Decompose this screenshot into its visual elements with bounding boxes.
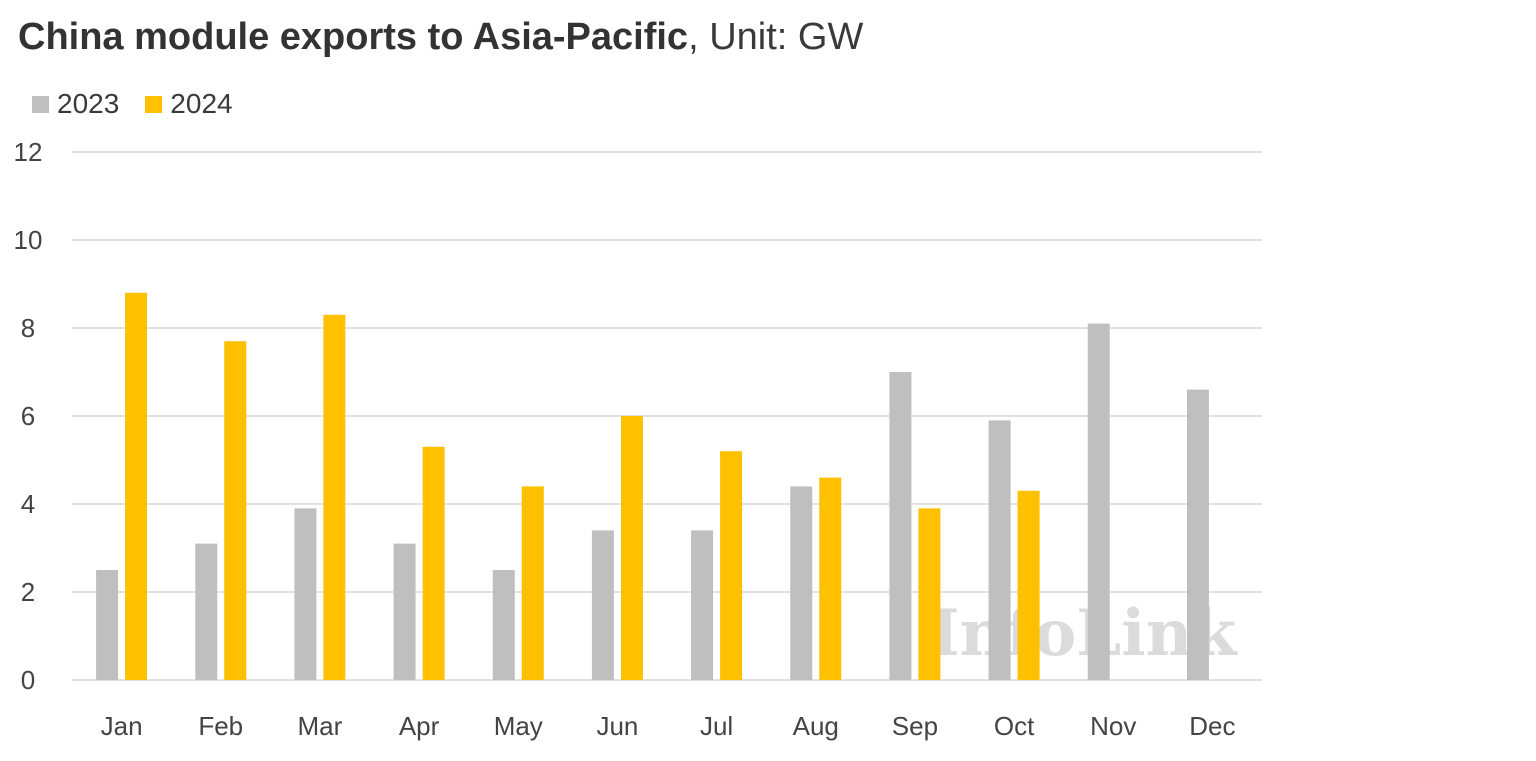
legend-label-2024: 2024 [170, 88, 233, 119]
bar-2024-oct [1017, 490, 1040, 680]
chart-title: China module exports to Asia-Pacific, Un… [18, 14, 863, 60]
bar-2023-feb [195, 543, 218, 680]
legend-item-2024: 2024 [145, 86, 233, 122]
y-tick-label: 10 [14, 225, 43, 255]
bar-2023-jan [96, 570, 119, 680]
y-tick-label: 8 [21, 313, 35, 343]
legend: 2023 2024 [32, 86, 259, 122]
bars [96, 292, 1209, 680]
legend-label-2023: 2023 [57, 88, 120, 119]
x-tick-label: Nov [1090, 711, 1136, 741]
bar-2024-jun [620, 416, 643, 680]
x-tick-label: Jan [101, 711, 143, 741]
bar-2023-may [492, 570, 515, 680]
y-tick-label: 4 [21, 489, 35, 519]
x-tick-label: Mar [298, 711, 343, 741]
x-tick-label: Aug [793, 711, 839, 741]
bar-2023-oct [988, 420, 1011, 680]
legend-swatch-2023 [32, 95, 49, 113]
bar-2023-jun [591, 530, 614, 680]
bar-2024-mar [323, 314, 346, 680]
bar-2023-mar [294, 508, 317, 680]
chart-title-bold: China module exports to Asia-Pacific [18, 16, 689, 58]
y-axis-ticks: 0 2 4 6 8 10 12 [14, 137, 43, 695]
x-tick-label: Dec [1189, 711, 1235, 741]
x-tick-label: Jun [596, 711, 638, 741]
bar-2024-jul [720, 451, 743, 680]
y-tick-label: 12 [14, 137, 43, 167]
x-tick-label: Sep [892, 711, 938, 741]
bar-2024-feb [224, 341, 247, 680]
bar-2024-jan [125, 292, 148, 680]
x-tick-label: Jul [700, 711, 733, 741]
bar-2023-apr [393, 543, 416, 680]
bar-2024-aug [819, 477, 842, 680]
legend-item-2023: 2023 [32, 86, 119, 122]
gridlines [72, 151, 1262, 681]
y-tick-label: 6 [21, 401, 35, 431]
x-tick-label: May [494, 711, 543, 741]
legend-swatch-2024 [145, 95, 163, 113]
bar-2023-aug [790, 486, 813, 680]
x-tick-label: Oct [994, 711, 1035, 741]
y-tick-label: 0 [21, 665, 35, 695]
bar-2023-jul [691, 530, 714, 680]
chart-title-unit: , Unit: GW [688, 16, 864, 58]
bar-2023-nov [1087, 323, 1110, 680]
y-tick-label: 2 [21, 577, 35, 607]
bar-2023-dec [1186, 389, 1209, 680]
infolink-watermark: InfoLink [930, 596, 1239, 671]
x-tick-label: Apr [399, 711, 440, 741]
bar-2024-sep [918, 508, 941, 680]
bar-2023-sep [889, 372, 912, 680]
bar-2024-may [521, 486, 544, 680]
x-tick-label: Feb [198, 711, 243, 741]
bar-2024-apr [422, 446, 445, 680]
x-axis-ticks: Jan Feb Mar Apr May Jun Jul Aug Sep Oct Nov Dec [101, 711, 1236, 741]
